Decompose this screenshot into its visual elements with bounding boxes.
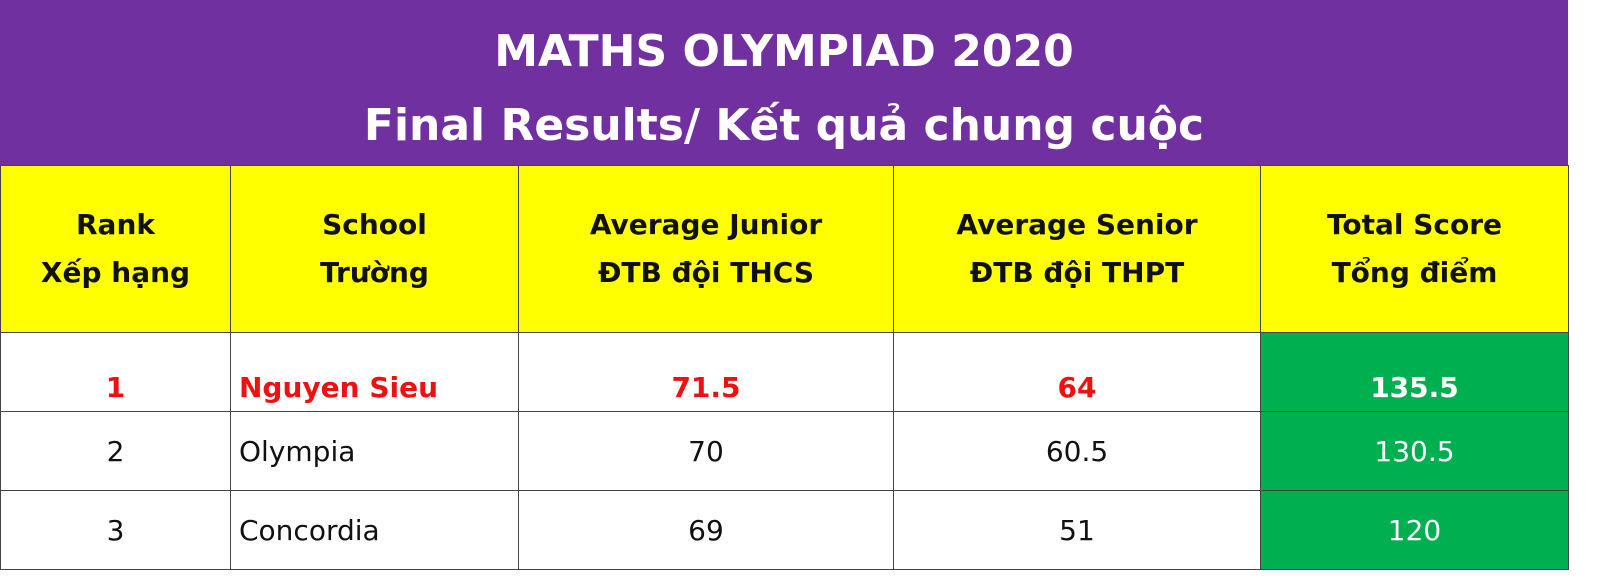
header-text: Rank <box>75 208 155 241</box>
header-text: ĐTB đội THPT <box>969 256 1185 289</box>
header-row: Rank Xếp hạng School Trường Average Junior ĐT… <box>0 165 1569 333</box>
header-text: School <box>322 208 427 241</box>
senior-average: 51 <box>893 490 1261 570</box>
header-text: ĐTB đội THCS <box>597 256 815 289</box>
result-row: 3 Concordia 69 51 120 <box>0 490 1569 570</box>
junior-average: 69 <box>518 490 894 570</box>
column-header: School Trường <box>230 165 519 333</box>
total-score: 130.5 <box>1260 411 1569 491</box>
header-text: Xếp hạng <box>40 256 191 289</box>
result-row: 1 Nguyen Sieu 71.5 64 135.5 <box>0 332 1569 412</box>
column-header: Average Senior ĐTB đội THPT <box>893 165 1261 333</box>
results-table: Rank Xếp hạng School Trường Average Junior ĐT… <box>0 165 1569 570</box>
rank: 2 <box>0 411 231 491</box>
result-row: 2 Olympia 70 60.5 130.5 <box>0 411 1569 491</box>
junior-average: 70 <box>518 411 894 491</box>
rank: 1 <box>0 332 231 412</box>
rank: 3 <box>0 490 231 570</box>
school: Concordia <box>230 490 519 570</box>
header-text: Total Score <box>1326 208 1503 241</box>
junior-average: 71.5 <box>518 332 894 412</box>
subtitle: Final Results/ Kết quả chung cuộc <box>363 100 1205 151</box>
senior-average: 64 <box>893 332 1261 412</box>
header-text: Trường <box>320 256 429 289</box>
header-text: Tổng điểm <box>1331 256 1498 289</box>
title: MATHS OLYMPIAD 2020 <box>494 26 1074 77</box>
school: Nguyen Sieu <box>230 332 519 412</box>
total-score: 120 <box>1260 490 1569 570</box>
column-header: Rank Xếp hạng <box>0 165 231 333</box>
header-text: Average Senior <box>956 208 1198 241</box>
senior-average: 60.5 <box>893 411 1261 491</box>
table-body: 1 Nguyen Sieu 71.5 64 135.5 2 Olympia 70 60.5 130… <box>0 332 1569 570</box>
school: Olympia <box>230 411 519 491</box>
banner: MATHS OLYMPIAD 2020 Final Results/ Kết q… <box>0 0 1568 165</box>
column-header: Total Score Tổng điểm <box>1260 165 1569 333</box>
header-text: Average Junior <box>589 208 823 241</box>
total-score: 135.5 <box>1260 332 1569 412</box>
column-header: Average Junior ĐTB đội THCS <box>518 165 894 333</box>
